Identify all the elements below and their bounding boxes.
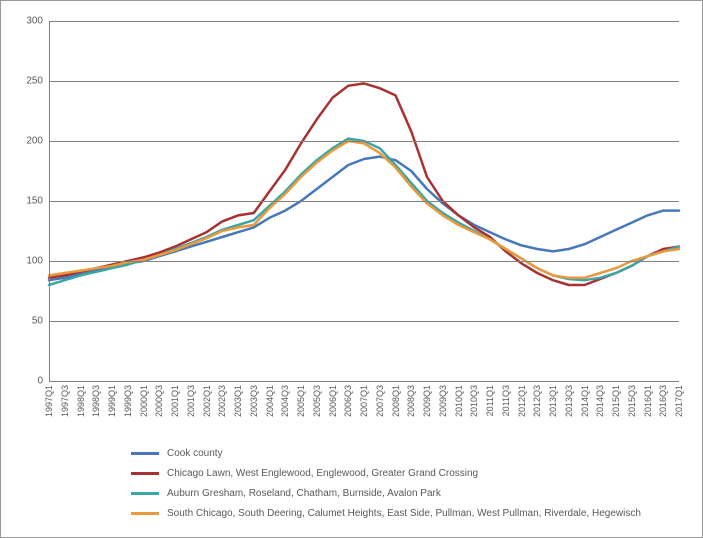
y-axis bbox=[49, 21, 50, 381]
x-tick-label: 2010Q3 bbox=[469, 385, 479, 417]
x-tick-label: 2011Q3 bbox=[501, 385, 511, 416]
grid-line bbox=[49, 141, 679, 142]
x-tick-label: 1999Q3 bbox=[123, 385, 133, 417]
x-tick-label: 2005Q1 bbox=[296, 385, 306, 417]
x-tick-label: 2006Q3 bbox=[343, 385, 353, 417]
y-tick-label: 250 bbox=[26, 76, 43, 87]
legend: Cook county Chicago Lawn, West Englewood,… bbox=[131, 441, 641, 525]
x-tick-label: 2016Q3 bbox=[658, 385, 668, 417]
x-tick-label: 2007Q3 bbox=[375, 385, 385, 417]
y-tick-label: 100 bbox=[26, 256, 43, 267]
x-tick-label: 2007Q1 bbox=[359, 385, 369, 417]
x-tick-label: 2000Q1 bbox=[139, 385, 149, 417]
grid-line bbox=[49, 21, 679, 22]
grid-line bbox=[49, 321, 679, 322]
plot-area: 0501001502002503001997Q11997Q31998Q11998… bbox=[49, 21, 679, 381]
x-tick-label: 1997Q3 bbox=[60, 385, 70, 417]
x-tick-label: 2014Q1 bbox=[580, 385, 590, 417]
grid-line bbox=[49, 261, 679, 262]
x-tick-label: 1998Q3 bbox=[91, 385, 101, 417]
grid-line bbox=[49, 81, 679, 82]
legend-swatch bbox=[131, 452, 159, 455]
legend-item: Auburn Gresham, Roseland, Chatham, Burns… bbox=[131, 485, 641, 501]
legend-label: Chicago Lawn, West Englewood, Englewood,… bbox=[167, 468, 478, 479]
x-tick-label: 2016Q1 bbox=[643, 385, 653, 417]
x-tick-label: 1997Q1 bbox=[44, 385, 54, 417]
x-tick-label: 1998Q1 bbox=[76, 385, 86, 417]
legend-label: South Chicago, South Deering, Calumet He… bbox=[167, 508, 641, 519]
x-tick-label: 2008Q3 bbox=[406, 385, 416, 417]
legend-item: Cook county bbox=[131, 445, 641, 461]
legend-swatch bbox=[131, 512, 159, 515]
x-tick-label: 2000Q3 bbox=[154, 385, 164, 417]
grid-line bbox=[49, 381, 679, 382]
legend-item: Chicago Lawn, West Englewood, Englewood,… bbox=[131, 465, 641, 481]
x-tick-label: 2004Q1 bbox=[265, 385, 275, 417]
x-tick-label: 2015Q1 bbox=[611, 385, 621, 417]
x-tick-label: 2001Q3 bbox=[186, 385, 196, 417]
x-tick-label: 2002Q1 bbox=[202, 385, 212, 417]
x-tick-label: 2003Q1 bbox=[233, 385, 243, 417]
grid-line bbox=[49, 201, 679, 202]
x-tick-label: 2003Q3 bbox=[249, 385, 259, 417]
y-tick-label: 200 bbox=[26, 136, 43, 147]
x-tick-label: 2017Q1 bbox=[674, 385, 684, 417]
x-tick-label: 2009Q3 bbox=[438, 385, 448, 417]
x-tick-label: 2009Q1 bbox=[422, 385, 432, 417]
series-line bbox=[49, 139, 679, 285]
x-tick-label: 1999Q1 bbox=[107, 385, 117, 417]
x-tick-label: 2005Q3 bbox=[312, 385, 322, 417]
x-tick-label: 2008Q1 bbox=[391, 385, 401, 417]
line-chart: 0 50 100 150 200 250 300 1997Q1 1997Q3 1998Q1 1998… bbox=[0, 0, 703, 538]
y-tick-label: 0 bbox=[37, 376, 43, 387]
series-line bbox=[49, 83, 679, 285]
legend-swatch bbox=[131, 472, 159, 475]
legend-swatch bbox=[131, 492, 159, 495]
y-tick-label: 150 bbox=[26, 196, 43, 207]
y-tick-label: 300 bbox=[26, 16, 43, 27]
x-tick-label: 2014Q3 bbox=[595, 385, 605, 417]
y-tick-label: 50 bbox=[32, 316, 43, 327]
x-tick-label: 2012Q1 bbox=[517, 385, 527, 417]
x-tick-label: 2004Q3 bbox=[280, 385, 290, 417]
x-tick-label: 2013Q1 bbox=[548, 385, 558, 417]
x-tick-label: 2001Q1 bbox=[170, 385, 180, 417]
legend-label: Cook county bbox=[167, 448, 223, 459]
x-tick-label: 2010Q1 bbox=[454, 385, 464, 417]
x-tick-label: 2013Q3 bbox=[564, 385, 574, 417]
x-tick-label: 2002Q3 bbox=[217, 385, 227, 417]
legend-item: South Chicago, South Deering, Calumet He… bbox=[131, 505, 641, 521]
x-tick-label: 2012Q3 bbox=[532, 385, 542, 417]
x-tick-label: 2015Q3 bbox=[627, 385, 637, 417]
x-tick-label: 2011Q1 bbox=[485, 385, 495, 416]
legend-label: Auburn Gresham, Roseland, Chatham, Burns… bbox=[167, 488, 441, 499]
x-tick-label: 2006Q1 bbox=[328, 385, 338, 417]
